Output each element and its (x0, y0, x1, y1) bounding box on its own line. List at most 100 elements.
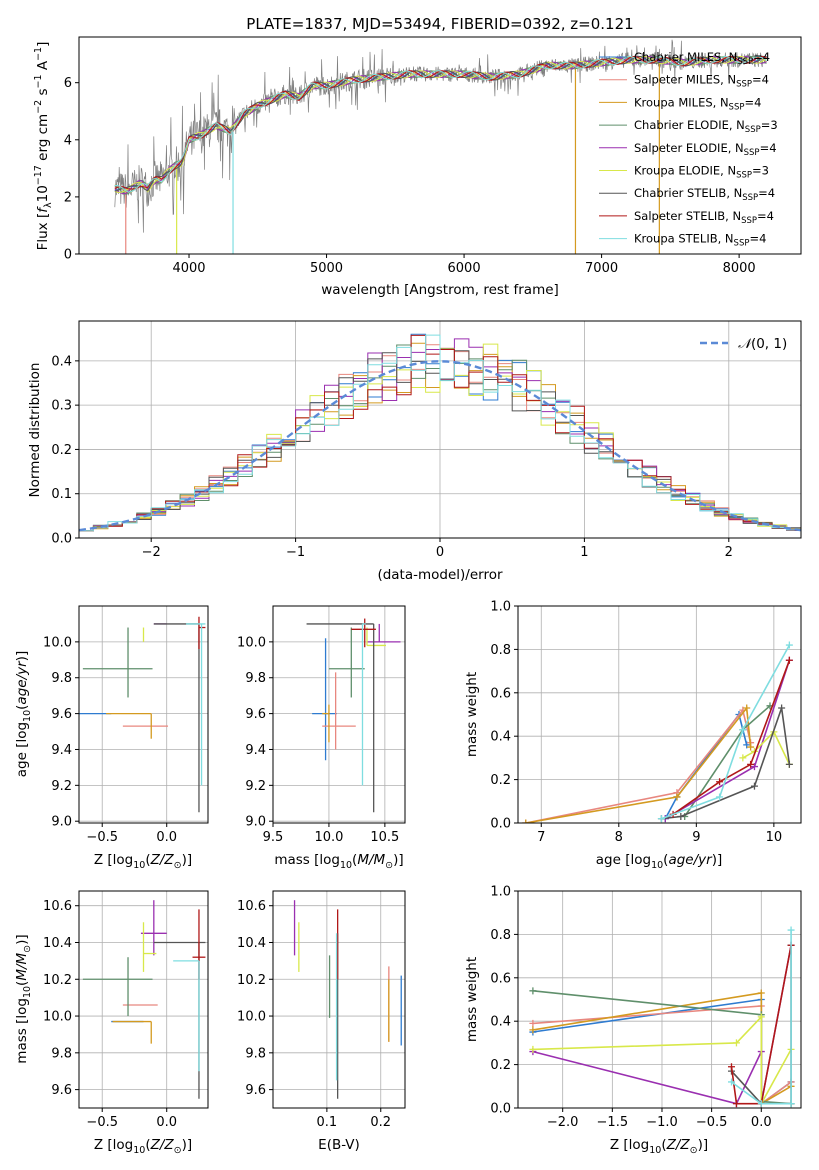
plot-area (114, 39, 767, 254)
mass-weight-marker (522, 819, 530, 823)
legend-entry: Kroupa STELIB, NSSP=4 (634, 232, 766, 249)
mass-weight-marker (747, 760, 755, 768)
y-axis-label: Normed distribution (27, 363, 43, 498)
x-tick-label: −1.0 (646, 1115, 678, 1130)
mass-weight-marker (787, 1100, 795, 1108)
error-bar-point (312, 638, 337, 761)
spectrum-panel: 4000 5000 6000 7000 8000 0 2 4 6 Chabrier MILES, … (33, 36, 802, 298)
y-tick-label: 10.0 (43, 1010, 72, 1025)
y-tick-label: 9.4 (51, 743, 72, 758)
y-axis-label: Flux [fλ10−17 erg cm−2 s−1 A−1] (33, 42, 54, 251)
y-tick-label: 10.0 (237, 1010, 266, 1025)
mass-weight-marker (657, 815, 665, 823)
mass-weight-marker (727, 1078, 735, 1086)
mass-weight-marker (739, 726, 747, 734)
y-tick-label: 6 (64, 76, 72, 91)
y-tick-label: 0.0 (51, 532, 72, 547)
age-vs-mass-panel: 9.5 10.0 10.5 9.0 9.2 9.4 9.6 9.8 10.0 mass [log1… (237, 605, 406, 871)
mass-weight-vs-Z-panel: −2.0 −1.5 −1.0 −0.5 0.0 0.0 0.2 0.4 0.6 0.8 1.0 mas… (464, 885, 802, 1156)
legend-entry: Kroupa MILES, NSSP=4 (634, 95, 761, 112)
error-bar-point (351, 618, 376, 648)
legend-entry: Kroupa ELODIE, NSSP=3 (634, 164, 769, 181)
error-bar-point (82, 627, 153, 698)
mass-weight-marker (785, 656, 793, 664)
error-bar-point (361, 623, 366, 786)
x-tick-label: 2 (725, 545, 733, 560)
x-axis-label: mass [log10(M/M⊙)] (274, 852, 403, 871)
mass-weight-marker (787, 926, 795, 934)
age-vs-Z-panel: −0.5 0.0 9.0 9.2 9.4 9.6 9.8 10.0 Z [log10(Z/Z⊙)… (14, 605, 209, 871)
error-bar-point (366, 623, 401, 643)
legend-entry: Chabrier ELODIE, NSSP=3 (634, 118, 778, 135)
y-tick-label: 0.2 (51, 443, 72, 458)
y-tick-label: 9.2 (51, 779, 72, 794)
x-tick-label: 7000 (585, 261, 618, 276)
x-tick-label: −0.5 (86, 830, 118, 845)
y-tick-label: 9.8 (51, 1046, 72, 1061)
legend-entry: Chabrier STELIB, NSSP=4 (634, 186, 775, 203)
plot-area (293, 900, 402, 1099)
y-tick-label: 0.4 (51, 354, 72, 369)
y-tick-label: 0.0 (490, 817, 511, 832)
y-tick-label: 9.8 (245, 1046, 266, 1061)
y-tick-label: 0.1 (51, 487, 72, 502)
y-tick-label: 9.6 (51, 1083, 72, 1098)
legend-entry: Salpeter MILES, NSSP=4 (634, 73, 769, 90)
mass-weight-marker (743, 741, 751, 749)
x-tick-label: 9.5 (263, 830, 284, 845)
y-tick-label: 9.6 (245, 707, 266, 722)
x-tick-label: 9 (692, 830, 700, 845)
mass-weight-marker (529, 987, 537, 995)
x-tick-label: 8 (615, 830, 623, 845)
spectrum-title: PLATE=1837, MJD=53494, FIBERID=0392, z=0… (246, 15, 633, 33)
mass-weight-line (661, 644, 791, 820)
mass-weight-marker (739, 754, 747, 762)
x-tick-label: 10.5 (370, 830, 399, 845)
y-tick-label: 0.8 (490, 643, 511, 658)
plot-area (529, 926, 795, 1108)
x-tick-label: 0.1 (317, 1115, 338, 1130)
x-tick-label: 4000 (172, 261, 205, 276)
mass-weight-line (525, 705, 752, 823)
y-axis-label: age [log10(age/yr)] (14, 651, 33, 777)
mass-weight-line (672, 660, 791, 815)
mass-weight-marker (757, 1100, 765, 1108)
y-tick-label: 10.4 (237, 936, 266, 951)
axes-frame (517, 890, 802, 1109)
x-tick-label: 10 (766, 830, 783, 845)
mass-weight-line (525, 708, 752, 823)
y-tick-label: 10.6 (237, 899, 266, 914)
x-tick-label: 10.0 (314, 830, 343, 845)
x-axis-label: Z [log10(Z/Z⊙)] (94, 852, 192, 871)
y-tick-label: 10.2 (237, 973, 266, 988)
axes-frame (272, 605, 406, 824)
y-tick-label: 4 (64, 133, 72, 148)
plot-area (79, 616, 206, 813)
y-tick-label: 2 (64, 190, 72, 205)
mass-weight-marker (757, 1013, 765, 1021)
mass-weight-marker (732, 1039, 740, 1047)
mass-weight-marker (750, 782, 758, 790)
y-tick-label: 10.4 (43, 936, 72, 951)
x-tick-label: −2.0 (547, 1115, 579, 1130)
y-tick-label: 9.2 (245, 779, 266, 794)
mass-vs-Z-panel: −0.5 0.0 9.6 9.8 10.0 10.2 10.4 10.6 Z [log10(Z/… (14, 890, 209, 1156)
error-bar-point (328, 627, 365, 698)
y-tick-label: 9.0 (51, 815, 72, 830)
mass-weight-marker (673, 793, 681, 801)
y-tick-label: 1.0 (490, 600, 511, 615)
y-tick-label: 9.8 (245, 671, 266, 686)
mass-weight-line (664, 712, 748, 820)
mass-weight-marker (529, 1019, 537, 1027)
y-tick-label: 0.6 (490, 686, 511, 701)
x-tick-label: 0.0 (156, 830, 177, 845)
mass-weight-marker (529, 1026, 537, 1034)
mass-weight-marker (529, 1045, 537, 1053)
y-tick-label: 10.2 (43, 973, 72, 988)
y-tick-label: 1.0 (490, 885, 511, 900)
mass-weight-marker (750, 763, 758, 771)
x-tick-label: 5000 (310, 261, 343, 276)
x-tick-label: 0 (436, 545, 444, 560)
x-tick-label: 7 (537, 830, 545, 845)
legend-entry: Salpeter ELODIE, NSSP=4 (634, 141, 777, 158)
